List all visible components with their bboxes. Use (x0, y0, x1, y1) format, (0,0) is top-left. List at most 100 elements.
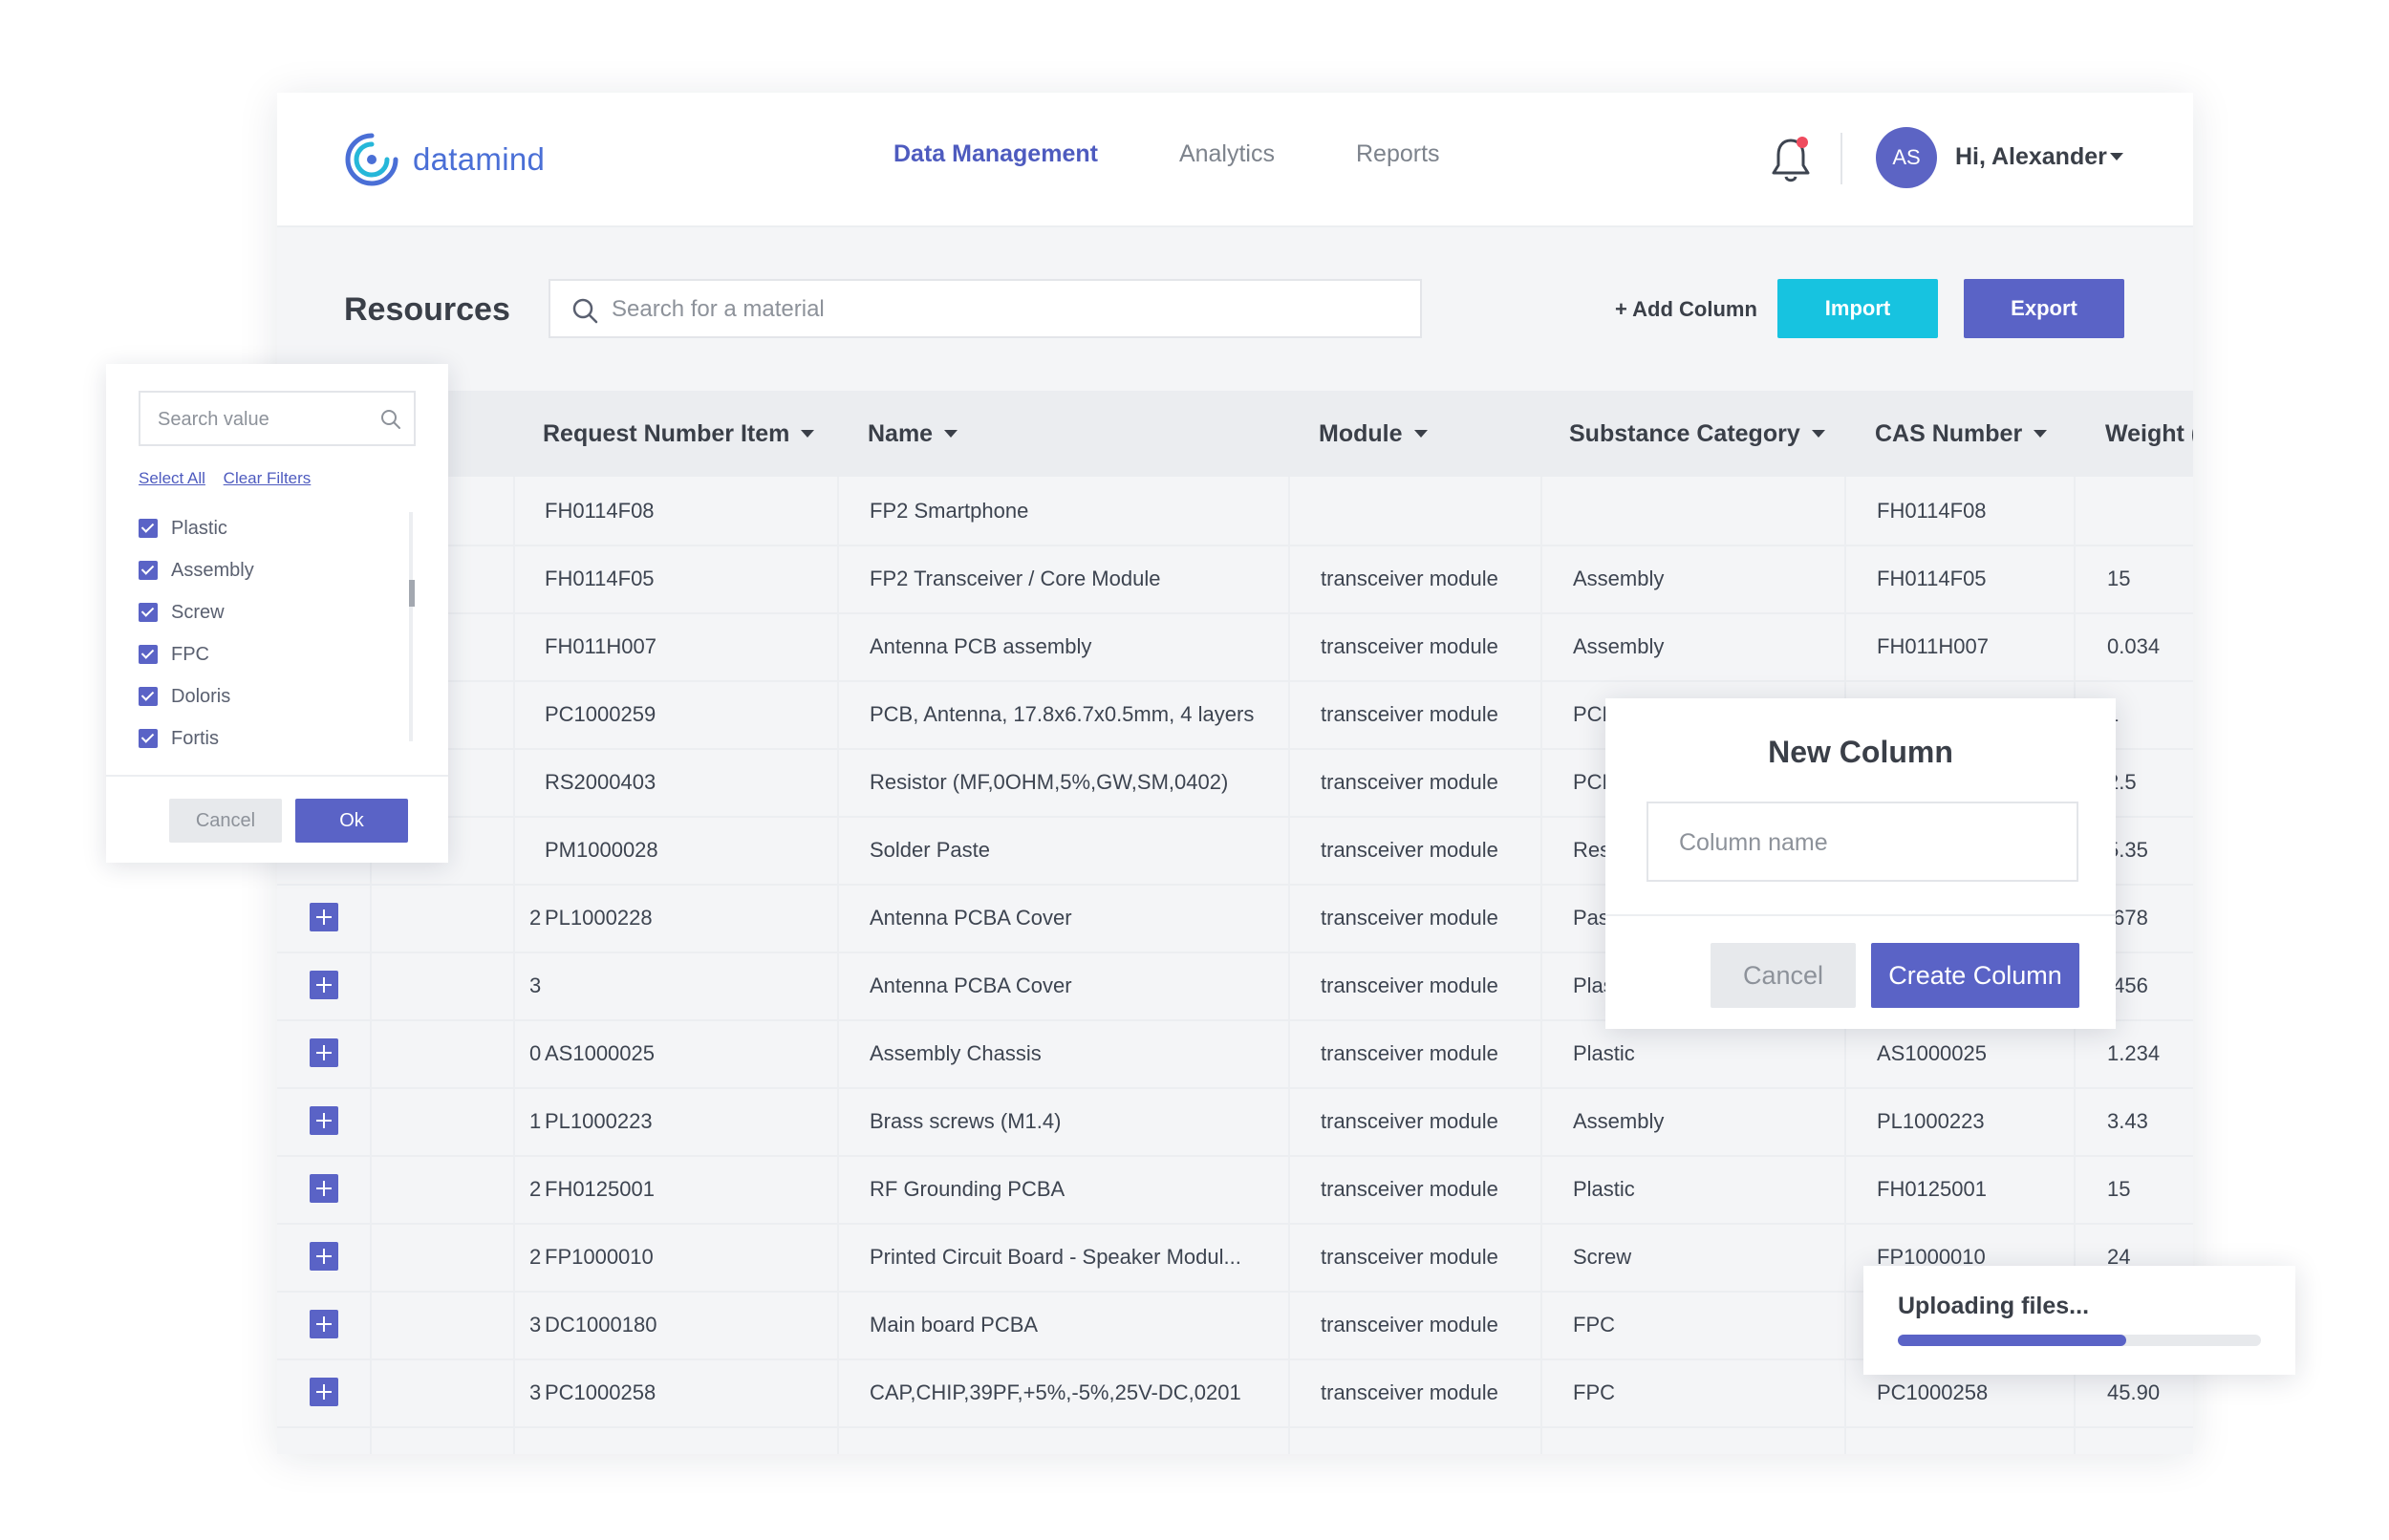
checkbox-checked[interactable] (139, 603, 158, 622)
checkbox-checked[interactable] (139, 729, 158, 748)
sort-caret-icon[interactable] (944, 430, 958, 438)
filter-search-box[interactable] (139, 391, 416, 446)
import-button[interactable]: Import (1777, 279, 1938, 338)
scrollbar-track[interactable] (409, 512, 413, 741)
table-cell-cat: Assembly (1573, 566, 1665, 590)
table-row[interactable]: 2 FH0125001 RF Grounding PCBA transceiver m… (277, 1155, 2193, 1225)
nav-analytics[interactable]: Analytics (1178, 140, 1275, 167)
upload-label: Uploading files... (1898, 1293, 2090, 1319)
table-row[interactable]: PC1000259 PCB, Antenna, 17.8x6.7x0.5mm, 4… (277, 680, 2193, 750)
column-name-field[interactable] (1646, 802, 2078, 882)
col-header-weight[interactable]: Weight ( (2105, 419, 2193, 447)
col-header-cas-number[interactable]: CAS Number (1875, 391, 2048, 477)
checkbox-checked[interactable] (139, 687, 158, 706)
filter-option[interactable]: Assembly (139, 549, 254, 591)
checkbox-checked[interactable] (139, 561, 158, 580)
filter-ok-button[interactable]: Ok (295, 799, 408, 843)
add-column-button[interactable]: + Add Column (1615, 297, 1757, 321)
chevron-down-icon[interactable] (2110, 153, 2123, 160)
table-row[interactable]: 1 PL1000223 Brass screws (M1.4) transceiver… (277, 1087, 2193, 1157)
sort-caret-icon[interactable] (801, 430, 815, 438)
clear-filters-link[interactable]: Clear Filters (223, 469, 312, 487)
table-row[interactable]: 3 PC1000258 CAP,CHIP,39PF,+5%,-5%,25V-DC,0… (277, 1358, 2193, 1428)
table-cell-cas: AS1000025 (1877, 1040, 1987, 1065)
table-row[interactable]: 2 FP1000010 Printed Circuit Board - Speake… (277, 1223, 2193, 1293)
filter-option[interactable]: Screw (139, 591, 254, 633)
table-cell-name: Antenna PCBA Cover (870, 905, 1072, 930)
table-header: Request Number Item Name Module Substanc… (277, 391, 2193, 477)
table-cell-weight: 3.43 (2107, 1108, 2148, 1133)
material-search[interactable] (549, 279, 1422, 338)
table-cell-idx: 3 (529, 973, 542, 997)
column-divider (837, 477, 839, 1454)
table-row[interactable]: RS2000403 Resistor (MF,0OHM,5%,GW,SM,0402… (277, 748, 2193, 818)
table-row[interactable]: 0 AS1000025 Assembly Chassis transceiver mo… (277, 1019, 2193, 1089)
expand-plus-icon[interactable] (310, 971, 338, 999)
logo[interactable]: datamind (342, 129, 545, 190)
table-cell-cat: Plastic (1573, 1176, 1635, 1201)
table-row[interactable]: PM1000028 Solder Paste transceiver module R… (277, 816, 2193, 886)
table-cell-name: Main board PCBA (870, 1312, 1039, 1337)
search-icon (572, 298, 598, 324)
col-header-module[interactable]: Module (1319, 391, 1428, 477)
sort-caret-icon[interactable] (1413, 430, 1428, 438)
table-cell-req: AS1000025 (545, 1040, 655, 1065)
main-nav: Data Management Analytics Reports (893, 140, 1521, 168)
table-cell-name: Assembly Chassis (870, 1040, 1042, 1065)
table-cell-name: FP2 Transceiver / Core Module (870, 566, 1161, 590)
search-input[interactable] (610, 281, 1397, 338)
sort-caret-icon[interactable] (1811, 430, 1825, 438)
expand-plus-icon[interactable] (310, 1038, 338, 1067)
expand-plus-icon[interactable] (310, 1242, 338, 1271)
filter-cancel-button[interactable]: Cancel (169, 799, 282, 843)
column-divider (370, 477, 372, 1454)
table-cell-weight (2107, 477, 2193, 545)
bell-icon[interactable] (1770, 133, 1812, 186)
avatar[interactable]: AS (1876, 127, 1937, 188)
table-cell-name: RF Grounding PCBA (870, 1176, 1065, 1201)
table-cell-module: transceiver module (1321, 1108, 1498, 1133)
scrollbar-thumb[interactable] (409, 580, 415, 607)
table-cell-cas: PL1000223 (1877, 1108, 1985, 1133)
table-cell-req: PL1000223 (545, 1108, 653, 1133)
table-cell-weight: 5.35 (2107, 837, 2148, 862)
upload-toast: Uploading files... (1863, 1266, 2295, 1375)
checkbox-checked[interactable] (139, 645, 158, 664)
col-header-substance-category[interactable]: Substance Category (1569, 391, 1825, 477)
table-cell-module: transceiver module (1321, 905, 1498, 930)
table-row[interactable]: FH0114F05 FP2 Transceiver / Core Module tr… (277, 545, 2193, 614)
create-column-button[interactable]: Create Column (1871, 943, 2079, 1008)
col-header-request-number[interactable]: Request Number Item (543, 391, 815, 477)
select-all-link[interactable]: Select All (139, 469, 205, 487)
expand-plus-icon[interactable] (310, 1378, 338, 1406)
checkbox-checked[interactable] (139, 519, 158, 538)
filter-option[interactable]: FPC (139, 633, 254, 675)
expand-plus-icon[interactable] (310, 903, 338, 931)
filter-option[interactable]: Plastic (139, 507, 254, 549)
table-cell-weight: .678 (2107, 905, 2148, 930)
table-row[interactable]: FH0114F08 FP2 Smartphone FH0114F08 (277, 477, 2193, 546)
table-cell-name: PCB, Antenna, 17.8x6.7x0.5mm, 4 layers (870, 701, 1255, 726)
table-cell-module: transceiver module (1321, 1040, 1498, 1065)
filter-option[interactable]: Fortis (139, 717, 254, 759)
user-greeting[interactable]: Hi, Alexander (1955, 143, 2107, 170)
filter-option[interactable]: Doloris (139, 675, 254, 717)
table-row[interactable]: 2 PL1000228 Antenna PCBA Cover transceiver … (277, 884, 2193, 953)
nav-reports[interactable]: Reports (1356, 140, 1440, 167)
table-row[interactable]: FH011H007 Antenna PCB assembly transceiver… (277, 612, 2193, 682)
dialog-cancel-button[interactable]: Cancel (1711, 943, 1856, 1008)
table-cell-req: PL1000228 (545, 905, 653, 930)
nav-data-management[interactable]: Data Management (893, 140, 1098, 167)
filter-search-input[interactable] (156, 393, 379, 446)
col-header-name[interactable]: Name (868, 391, 958, 477)
expand-plus-icon[interactable] (310, 1106, 338, 1135)
column-name-input[interactable] (1677, 803, 2063, 882)
table-cell-module: transceiver module (1321, 1176, 1498, 1201)
table-cell-req: FH0125001 (545, 1176, 655, 1201)
sort-caret-icon[interactable] (2034, 430, 2048, 438)
export-button[interactable]: Export (1964, 279, 2124, 338)
expand-plus-icon[interactable] (310, 1174, 338, 1203)
top-header: datamind Data Management Analytics Repor… (277, 93, 2193, 227)
expand-plus-icon[interactable] (310, 1310, 338, 1338)
table-row[interactable]: 3 DC1000180 Main board PCBA transceiver mod… (277, 1291, 2193, 1360)
